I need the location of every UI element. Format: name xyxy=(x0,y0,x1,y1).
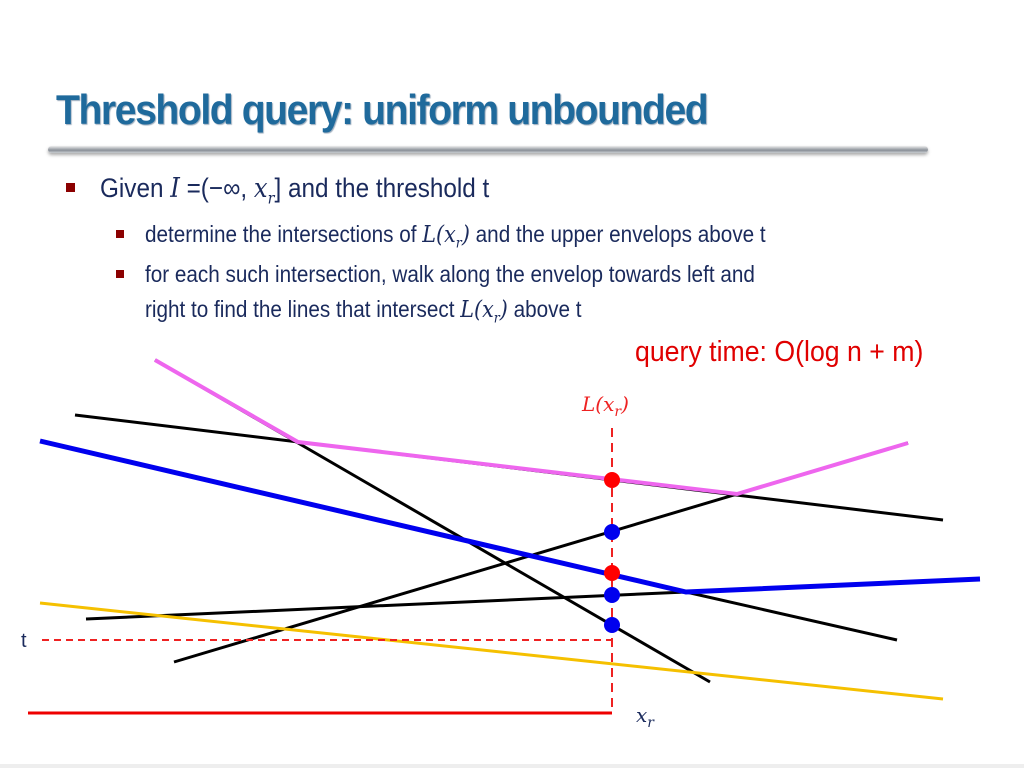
bullet-1: Given I =(−∞, xr] and the threshold t xyxy=(100,173,490,208)
black-line xyxy=(685,590,898,642)
bullet-2: determine the intersections of L(xr) and… xyxy=(145,221,766,252)
query-line-label: L(xr) xyxy=(581,392,629,420)
query-time: query time: O(log n + m) xyxy=(635,336,924,368)
intersection-point-blue xyxy=(604,617,620,633)
intersection-point-blue xyxy=(604,524,620,540)
threshold-label: t xyxy=(21,630,27,652)
black-line xyxy=(85,590,687,621)
bullet-3-line-2: right to find the lines that intersect L… xyxy=(145,296,582,327)
x-r-label: xr xyxy=(636,703,655,731)
bullet-3-line-1: for each such intersection, walk along t… xyxy=(145,261,755,287)
intersection-point-blue xyxy=(604,587,620,603)
intersection-point-red xyxy=(604,565,620,581)
yellow-line xyxy=(39,601,944,701)
bullet-marker xyxy=(66,183,75,192)
bullet-marker xyxy=(116,270,124,278)
bullet-marker xyxy=(116,230,124,238)
title-divider xyxy=(48,146,928,153)
intersection-point-red xyxy=(604,472,620,488)
footer-bar xyxy=(0,764,1024,768)
second-envelope xyxy=(39,438,981,595)
upper-envelope xyxy=(154,358,909,497)
slide-title: Threshold query: uniform unbounded xyxy=(56,86,709,133)
